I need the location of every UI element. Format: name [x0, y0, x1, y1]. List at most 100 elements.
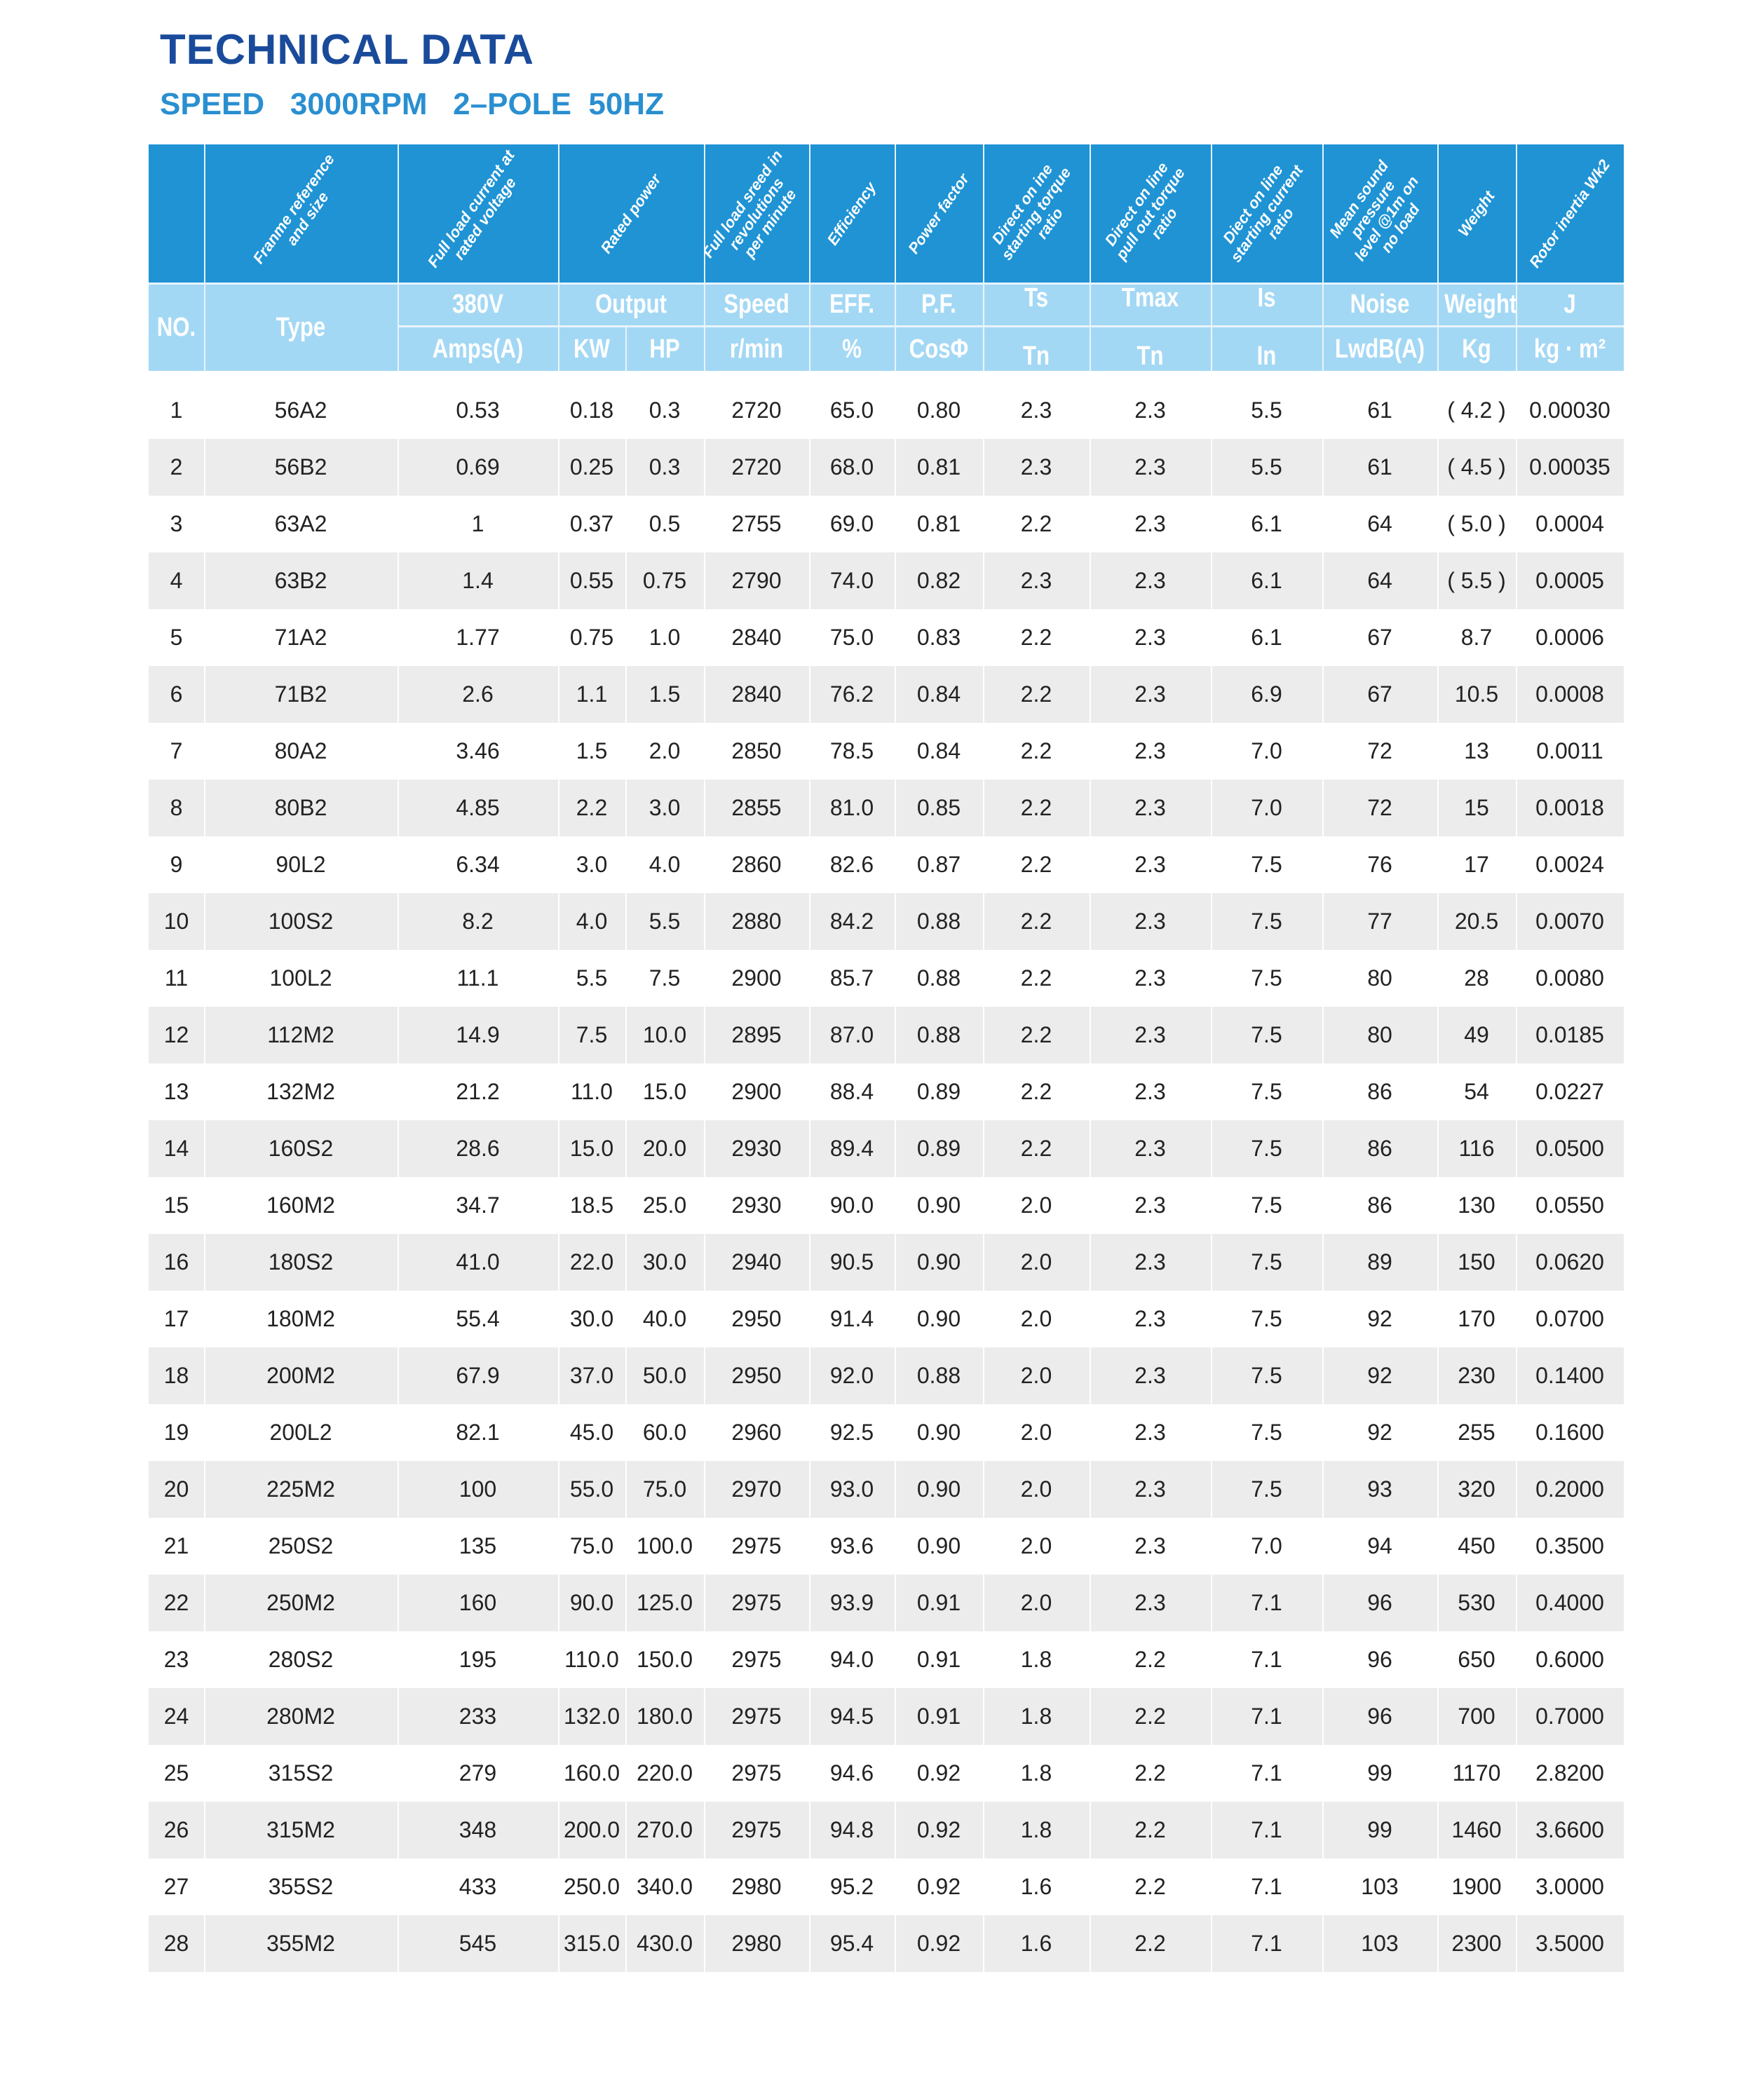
- table-cell: 0.84: [916, 738, 961, 763]
- table-cell: 103: [1361, 1874, 1399, 1899]
- row-divider: [558, 893, 559, 950]
- table-cell: 9: [170, 852, 183, 877]
- header-label-type: Type: [276, 313, 326, 342]
- header-divider: [398, 144, 399, 371]
- row-divider: [1322, 1063, 1324, 1120]
- table-cell: 94: [1367, 1533, 1392, 1558]
- table-cell: 90.0: [569, 1590, 614, 1615]
- table-cell: 100.0: [636, 1533, 693, 1558]
- row-divider: [983, 1404, 984, 1461]
- table-cell: ( 5.0 ): [1447, 511, 1506, 536]
- table-cell: 0.3500: [1535, 1533, 1604, 1558]
- row-divider: [398, 723, 399, 780]
- table-cell: 50.0: [642, 1363, 687, 1388]
- table-cell: 135: [459, 1533, 497, 1558]
- table-cell: 7.1: [1251, 1874, 1282, 1899]
- row-divider: [1211, 1575, 1212, 1631]
- header-divider: [895, 144, 896, 371]
- row-divider: [1322, 1177, 1324, 1234]
- row-divider: [983, 1461, 984, 1518]
- table-cell: 55.4: [456, 1306, 500, 1331]
- table-cell: 0.92: [916, 1760, 961, 1786]
- row-divider: [1516, 723, 1517, 780]
- table-cell: 2.3: [1134, 454, 1166, 480]
- table-cell: 2.3: [1020, 454, 1052, 480]
- row-divider: [1516, 1234, 1517, 1291]
- row-divider: [704, 609, 705, 666]
- row-divider: [895, 666, 896, 723]
- row-divider: [704, 1404, 705, 1461]
- row-divider: [1211, 893, 1212, 950]
- row-divider: [625, 552, 627, 609]
- row-divider: [809, 1347, 810, 1404]
- row-divider: [558, 1631, 559, 1688]
- header-rotated-label: Full load current at rated voltage: [423, 147, 520, 271]
- table-cell: 200L2: [269, 1420, 332, 1445]
- row-divider: [1322, 1007, 1324, 1063]
- table-cell: 7: [170, 738, 183, 763]
- row-divider: [1437, 1802, 1439, 1858]
- table-cell: 7.5: [1251, 1363, 1282, 1388]
- table-cell: 67.9: [456, 1363, 500, 1388]
- table-cell: 0.91: [916, 1590, 961, 1615]
- table-cell: 2.3: [1134, 738, 1166, 763]
- table-cell: 180M2: [266, 1306, 335, 1331]
- row-divider: [398, 1404, 399, 1461]
- table-cell: 0.75: [642, 568, 687, 593]
- header-label-tn2: Tn: [1137, 341, 1164, 371]
- row-divider: [895, 1404, 896, 1461]
- table-cell: 650: [1458, 1647, 1495, 1672]
- row-divider: [704, 1347, 705, 1404]
- table-cell: 2.3: [1134, 795, 1166, 820]
- table-cell: ( 4.5 ): [1447, 454, 1506, 480]
- table-cell: 0.82: [916, 568, 961, 593]
- table-cell: 93: [1367, 1476, 1392, 1502]
- row-divider: [625, 1802, 627, 1858]
- row-divider: [625, 1347, 627, 1404]
- header-rotated-label: Power factor: [904, 170, 973, 257]
- row-divider: [398, 1291, 399, 1347]
- row-divider: [1322, 552, 1324, 609]
- table-cell: 90L2: [276, 852, 326, 877]
- row-divider: [625, 1120, 627, 1177]
- table-cell: 1.8: [1020, 1647, 1052, 1672]
- row-divider: [983, 1745, 984, 1802]
- table-cell: 700: [1458, 1704, 1495, 1729]
- row-divider: [895, 1688, 896, 1745]
- row-divider: [1090, 1802, 1091, 1858]
- table-row: 24 280M2 233 132.0 180.0 2975 94.5 0.91 1.8 2.2 7.…: [149, 1688, 1624, 1745]
- table-cell: 2.2: [1020, 738, 1052, 763]
- table-cell: 6.9: [1251, 681, 1282, 707]
- row-divider: [398, 1688, 399, 1745]
- row-divider: [558, 1802, 559, 1858]
- table-cell: 74.0: [829, 568, 874, 593]
- row-divider: [1211, 836, 1212, 893]
- table-cell: 0.0018: [1535, 795, 1604, 820]
- table-cell: 1.77: [456, 625, 500, 650]
- row-divider: [895, 1007, 896, 1063]
- row-divider: [1322, 439, 1324, 496]
- table-cell: 85.7: [829, 965, 874, 991]
- table-cell: 1460: [1451, 1817, 1502, 1842]
- row-divider: [983, 1291, 984, 1347]
- table-cell: 0.85: [916, 795, 961, 820]
- table-cell: 7.0: [1251, 738, 1282, 763]
- table-cell: 71B2: [274, 681, 327, 707]
- row-divider: [1211, 666, 1212, 723]
- table-cell: 132M2: [266, 1079, 335, 1104]
- table-row: 4 63B2 1.4 0.55 0.75 2790 74.0 0.82 2.3 2.3 6.1 64 (…: [149, 552, 1624, 609]
- row-divider: [895, 1858, 896, 1915]
- table-cell: 90.5: [829, 1249, 874, 1275]
- table-cell: 96: [1367, 1704, 1392, 1729]
- row-divider: [809, 723, 810, 780]
- row-divider: [1211, 723, 1212, 780]
- row-divider: [398, 609, 399, 666]
- row-divider: [895, 1120, 896, 1177]
- table-cell: 2.3: [1134, 568, 1166, 593]
- row-divider: [895, 1347, 896, 1404]
- table-cell: 80B2: [274, 795, 327, 820]
- row-divider: [398, 552, 399, 609]
- row-divider: [809, 950, 810, 1007]
- row-divider: [204, 1575, 205, 1631]
- table-cell: 93.6: [829, 1533, 874, 1558]
